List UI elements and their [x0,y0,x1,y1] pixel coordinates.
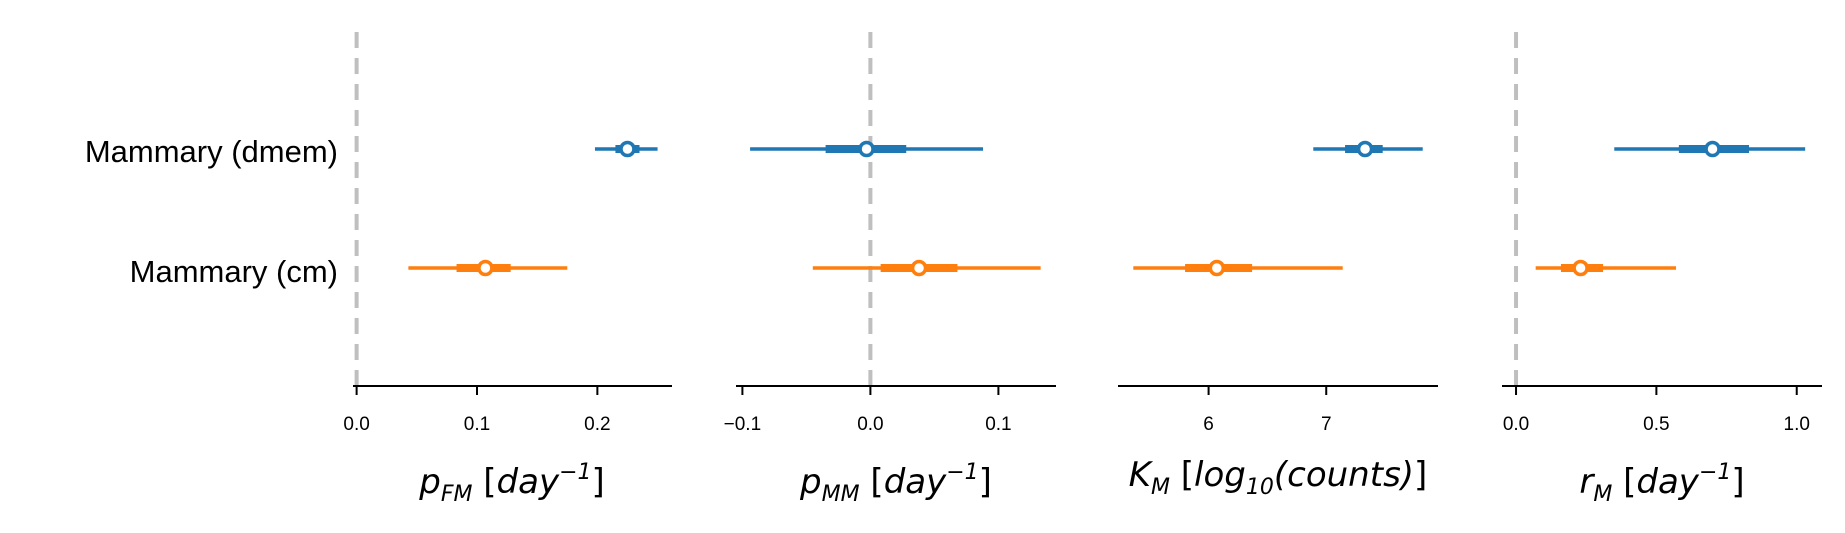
xlabel-km: KM [log10(counts)] [1129,455,1428,500]
x-tick-label: 0.1 [464,414,490,435]
mean-point [1356,140,1374,158]
x-tick-label: 0.5 [1643,414,1669,435]
x-tick-label: 1.0 [1784,414,1810,435]
mean-point [1208,259,1226,277]
x-tick-label: 7 [1321,414,1332,435]
x-tick-label: 0.0 [343,414,369,435]
panel-rm: 0.0 0.5 1.0 [1502,32,1822,435]
mean-point [910,259,928,277]
x-tick-label: 6 [1203,414,1214,435]
mean-point [1704,140,1721,158]
panel-pfm: 0.0 0.1 0.2 [343,32,672,435]
mean-point [477,259,494,277]
mean-point [1572,259,1589,277]
x-tick-label: 0.1 [985,414,1011,435]
mean-point [619,140,636,158]
x-tick-label: −0.1 [724,414,762,435]
row-label-dmem: Mammary (dmem) [85,134,338,169]
mean-point [858,140,875,158]
panel-pmm: −0.1 0.0 0.1 [724,32,1056,435]
x-tick-label: 0.0 [1503,414,1529,435]
xlabel-rm: rM [day−1] [1579,460,1744,507]
xlabel-pmm: pMM [day−1] [799,460,992,507]
xlabel-pfm: pFM [day−1] [418,460,605,507]
row-label-cm: Mammary (cm) [130,254,338,289]
x-tick-label: 0.2 [584,414,610,435]
x-tick-label: 0.0 [857,414,883,435]
